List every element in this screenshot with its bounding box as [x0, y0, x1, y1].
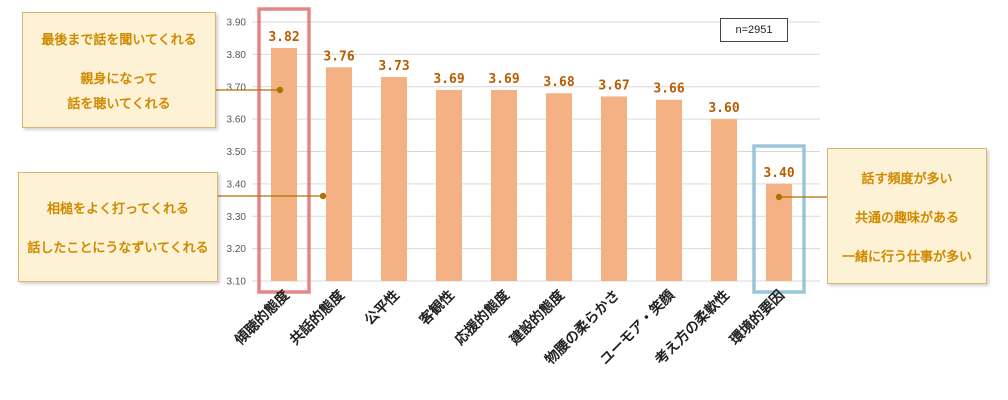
bar	[381, 77, 407, 281]
callout-text: 話したことにうなずいてくれる	[27, 241, 209, 256]
bar-value-label: 3.66	[653, 82, 684, 97]
category-label: 傾聴的態度	[231, 286, 294, 349]
bar	[656, 99, 682, 281]
category-label: 応援的態度	[451, 286, 513, 348]
callout-text: 親身になって	[80, 71, 158, 87]
y-tick-label: 3.30	[227, 212, 247, 223]
bar	[491, 89, 517, 281]
callout-text: 最後まで話を聞いてくれる	[41, 32, 197, 48]
bar	[711, 119, 737, 281]
bar-value-label: 3.69	[433, 72, 464, 87]
bar	[546, 93, 572, 281]
sample-size-label: n=2951	[720, 18, 788, 42]
connector-right-dot	[775, 193, 783, 201]
category-label: 共話的態度	[286, 286, 348, 348]
category-label: 公平性	[361, 287, 403, 329]
y-tick-label: 3.40	[227, 179, 247, 190]
y-axis-tick-labels: 3.10 3.20 3.30 3.40 3.50 3.60 3.70 3.80 3.90	[227, 18, 247, 288]
y-tick-label: 3.50	[227, 147, 247, 158]
bar-value-label: 3.40	[763, 166, 794, 181]
data-labels: 3.82 3.76 3.73 3.69 3.69 3.68 3.67 3.66 3.60 3.40	[268, 30, 794, 181]
bar	[326, 67, 352, 281]
callout-text: 共通の趣味がある	[854, 210, 959, 226]
highlight-frame-first	[257, 7, 311, 294]
y-tick-label: 3.90	[227, 18, 247, 29]
bar	[271, 47, 297, 282]
bar-value-label: 3.82	[268, 30, 299, 45]
callout-environment: 話す頻度が多い 共通の趣味がある 一緒に行う仕事が多い	[827, 148, 987, 284]
connector-mid-dot	[319, 192, 327, 200]
bar-value-label: 3.73	[378, 59, 409, 74]
callout-text: 話す頻度が多い	[861, 171, 953, 187]
y-tick-label: 3.60	[227, 115, 247, 126]
connector-top-dot	[276, 86, 284, 94]
bar	[436, 89, 462, 281]
callout-text: 話を聴いてくれる	[67, 96, 171, 112]
y-tick-label: 3.10	[227, 277, 247, 288]
bar-value-label: 3.67	[598, 78, 629, 93]
callout-nodding: 相槌をよく打ってくれる 話したことにうなずいてくれる	[18, 172, 218, 282]
callout-listening: 最後まで話を聞いてくれる 親身になって 話を聴いてくれる	[22, 12, 216, 128]
callout-text: 一緒に行う仕事が多い	[841, 249, 972, 265]
bar-value-label: 3.76	[323, 49, 354, 64]
bar	[601, 96, 627, 282]
bars	[271, 47, 792, 282]
highlight-frame-last	[752, 144, 806, 294]
callout-text: 相槌をよく打ってくれる	[47, 202, 189, 217]
category-label: 客観性	[415, 287, 457, 329]
bar-value-label: 3.60	[708, 101, 739, 116]
y-tick-label: 3.70	[227, 82, 247, 93]
highlight-frames	[257, 7, 806, 294]
y-tick-label: 3.80	[227, 50, 247, 61]
bar-value-label: 3.69	[488, 72, 519, 87]
y-tick-label: 3.20	[227, 244, 247, 255]
bar-value-label: 3.68	[543, 75, 574, 90]
category-label: 環境的要因	[726, 287, 788, 349]
